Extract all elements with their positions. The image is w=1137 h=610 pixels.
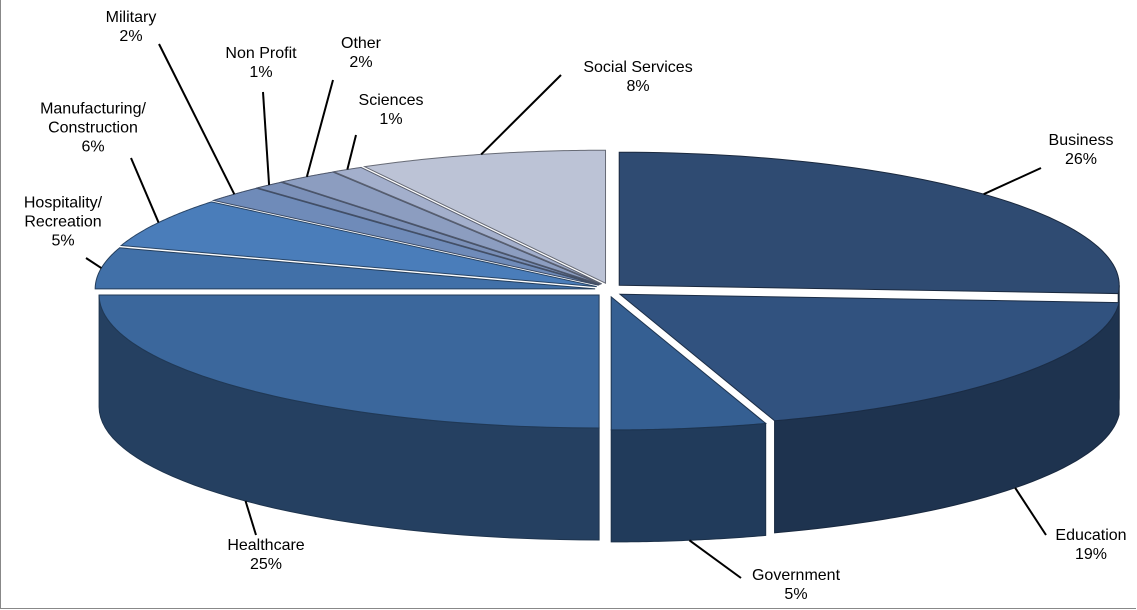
- data-label: Education 19%: [1055, 526, 1126, 564]
- leader-line: [1014, 487, 1047, 536]
- label-value: 6%: [81, 138, 105, 156]
- label-name: Healthcare: [227, 537, 305, 554]
- leader-line: [480, 74, 562, 156]
- leader-line: [346, 134, 357, 170]
- label-name: Education: [1055, 527, 1127, 544]
- label-name: Other: [340, 35, 382, 52]
- data-label: Manufacturing/ Construction 6%: [40, 100, 146, 157]
- slice: [610, 295, 767, 431]
- label-name: Business: [1048, 132, 1114, 149]
- leader-line: [244, 500, 257, 536]
- data-label: Sciences 1%: [359, 91, 424, 129]
- data-label: Social Services 8%: [583, 58, 692, 96]
- leader-line: [262, 91, 271, 186]
- label-value: 2%: [349, 54, 373, 71]
- label-value: 8%: [626, 78, 650, 95]
- leader-line: [85, 257, 102, 269]
- label-value: 1%: [379, 111, 403, 128]
- data-label: Hospitality/ Recreation 5%: [24, 194, 102, 251]
- leader-line: [130, 157, 160, 223]
- label-name: Non Profit: [225, 45, 297, 62]
- slice: [98, 294, 600, 429]
- label-name: Sciences: [358, 92, 424, 109]
- label-value: 25%: [249, 556, 283, 573]
- label-value: 5%: [51, 232, 75, 250]
- leader-line: [158, 43, 236, 195]
- data-label: Military 2%: [106, 8, 157, 46]
- label-name: Hospitality/ Recreation: [23, 194, 103, 231]
- slice-tops: [94, 149, 1120, 431]
- leader-line: [983, 167, 1042, 196]
- data-label: Other 2%: [341, 34, 381, 72]
- data-label: Government 5%: [752, 566, 840, 604]
- leader-line: [688, 539, 742, 579]
- label-name: Military: [105, 9, 157, 26]
- slice: [280, 171, 601, 285]
- label-name: Manufacturing/ Construction: [40, 100, 146, 137]
- slice-sides: [98, 285, 1120, 543]
- data-label: Business 26%: [1049, 131, 1114, 169]
- slice-side: [610, 422, 767, 543]
- label-name: Social Services: [583, 59, 693, 76]
- label-value: 2%: [119, 28, 143, 45]
- slice: [618, 293, 1120, 422]
- label-value: 1%: [249, 64, 273, 81]
- slice: [362, 149, 607, 285]
- label-value: 5%: [784, 586, 808, 603]
- label-value: 19%: [1074, 546, 1108, 563]
- data-label: Healthcare 25%: [227, 536, 304, 574]
- label-value: 26%: [1064, 151, 1098, 168]
- slice: [618, 151, 1120, 295]
- data-label: Non Profit 1%: [225, 44, 296, 82]
- leader-line: [305, 79, 334, 177]
- label-name: Government: [751, 567, 841, 584]
